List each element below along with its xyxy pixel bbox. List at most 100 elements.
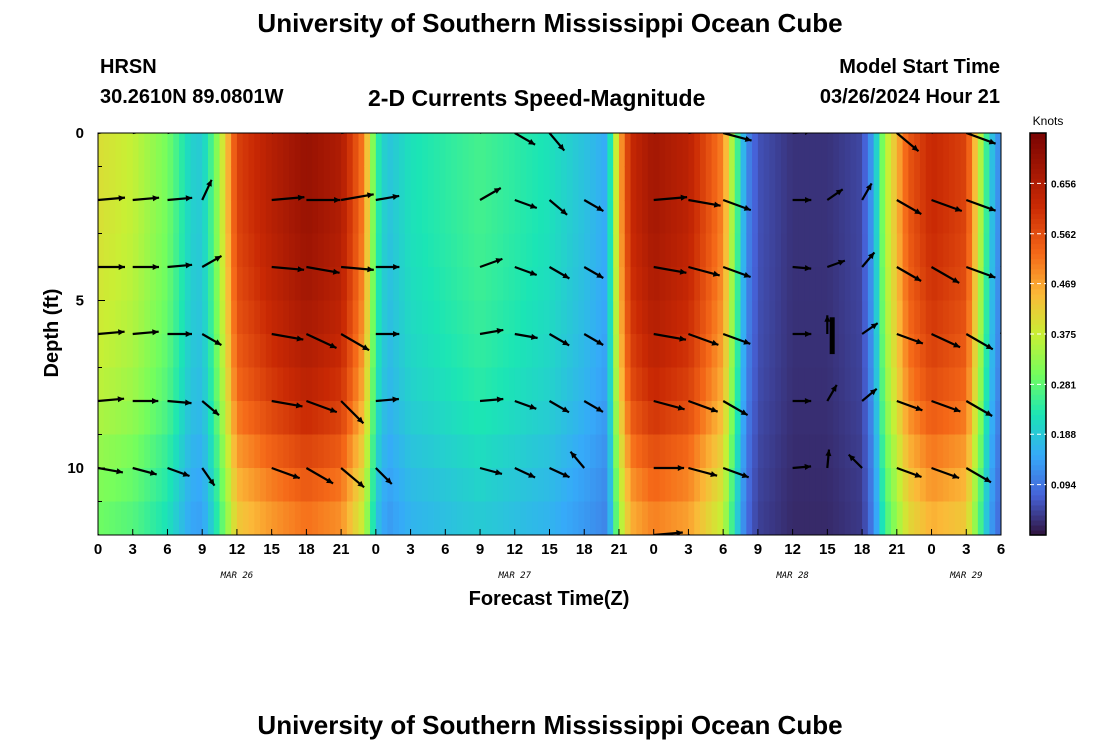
heat-cell (404, 133, 412, 168)
heat-cell (364, 501, 371, 535)
heat-cell (671, 468, 678, 503)
heat-cell (856, 300, 863, 335)
heat-cell (908, 300, 915, 335)
heat-cell (682, 334, 690, 369)
heat-cell (682, 434, 690, 469)
heat-cell (445, 501, 452, 535)
current-vector (896, 266, 922, 282)
heat-cell (103, 501, 111, 535)
heat-cell (601, 233, 608, 268)
heat-cell (497, 300, 504, 335)
heat-cell (590, 401, 597, 436)
heat-cell (196, 334, 203, 369)
heat-cell (526, 434, 533, 469)
heat-cell (468, 468, 475, 503)
heat-cell (728, 267, 736, 302)
heat-cell (948, 401, 956, 436)
heat-cell (242, 334, 250, 369)
current-vector (826, 188, 844, 201)
colorbar-swatch (1030, 168, 1046, 174)
heat-cell (98, 200, 105, 235)
heat-cell (144, 334, 151, 369)
heat-cell (989, 501, 996, 535)
heat-cell (781, 401, 788, 436)
heat-cell (728, 133, 736, 168)
heat-cell (838, 401, 846, 436)
current-vector (340, 400, 365, 425)
heat-cell (624, 501, 632, 535)
current-vector (201, 400, 220, 416)
heat-cell (902, 267, 909, 302)
heat-cell (179, 233, 186, 268)
heat-cell (491, 166, 499, 201)
heat-cell (914, 468, 921, 503)
heat-cell (717, 401, 724, 436)
heat-cell (989, 133, 996, 168)
colorbar-swatch (1030, 339, 1046, 345)
heat-cell (618, 166, 626, 201)
heat-cell (242, 166, 250, 201)
heat-cell (578, 233, 585, 268)
x-tick-label: 21 (888, 541, 905, 558)
x-tick-label: 15 (263, 541, 280, 558)
heat-cell (289, 300, 296, 335)
current-vector (201, 254, 223, 268)
heat-cell (919, 300, 927, 335)
heat-cell (740, 200, 747, 235)
heat-cell (665, 468, 672, 503)
heat-cell (862, 233, 869, 268)
heat-cell (341, 367, 348, 402)
axes: 0 3 6 9 12 15 18 21 0 3 6 9 12 15 18 21 0 3 6 9 12 15 18 21 0 3 60… (67, 125, 1005, 581)
heat-cell (196, 300, 203, 335)
heat-cell (231, 434, 238, 469)
heat-cell (317, 434, 325, 469)
heat-cell (723, 233, 730, 268)
heat-cell (132, 501, 140, 535)
colorbar-swatch (1030, 153, 1046, 159)
heat-cell (943, 501, 950, 535)
heat-cell (948, 166, 956, 201)
heat-cell (960, 133, 967, 168)
heat-cell (595, 434, 603, 469)
heat-cell (653, 401, 661, 436)
heat-cell (873, 334, 881, 369)
heat-cell (850, 468, 857, 503)
heat-cell (607, 334, 614, 369)
heat-cell (711, 166, 718, 201)
heat-cell (231, 401, 238, 436)
current-vector (965, 133, 996, 145)
heat-cell (126, 367, 134, 402)
heat-cell (914, 367, 921, 402)
heat-cell (532, 501, 539, 535)
heat-cell (671, 501, 678, 535)
heat-cell (856, 200, 863, 235)
heat-cell (126, 434, 134, 469)
heat-cell (885, 300, 892, 335)
heat-cell (838, 334, 846, 369)
heat-cell (746, 133, 753, 168)
heat-cell (943, 300, 950, 335)
heat-cell (393, 501, 400, 535)
heat-cell (375, 200, 383, 235)
heat-cell (474, 267, 481, 302)
heat-cell (213, 334, 221, 369)
heat-cell (844, 434, 852, 469)
heat-cell (98, 334, 105, 369)
heat-cell (410, 434, 417, 469)
colorbar-swatch (1030, 298, 1046, 305)
colorbar-swatch (1030, 429, 1046, 436)
heat-cell (856, 233, 863, 268)
heat-cell (931, 233, 938, 268)
heat-cell (433, 367, 441, 402)
heat-cell (792, 166, 800, 201)
heat-cell (723, 501, 730, 535)
heat-cell (242, 200, 250, 235)
colorbar-swatch (1030, 434, 1046, 441)
heat-cell (694, 468, 701, 503)
heat-cell (902, 434, 909, 469)
heat-cell (752, 501, 759, 535)
heat-cell (931, 367, 938, 402)
heat-cell (804, 367, 811, 402)
heat-cell (809, 133, 817, 168)
heat-cell (364, 468, 371, 503)
